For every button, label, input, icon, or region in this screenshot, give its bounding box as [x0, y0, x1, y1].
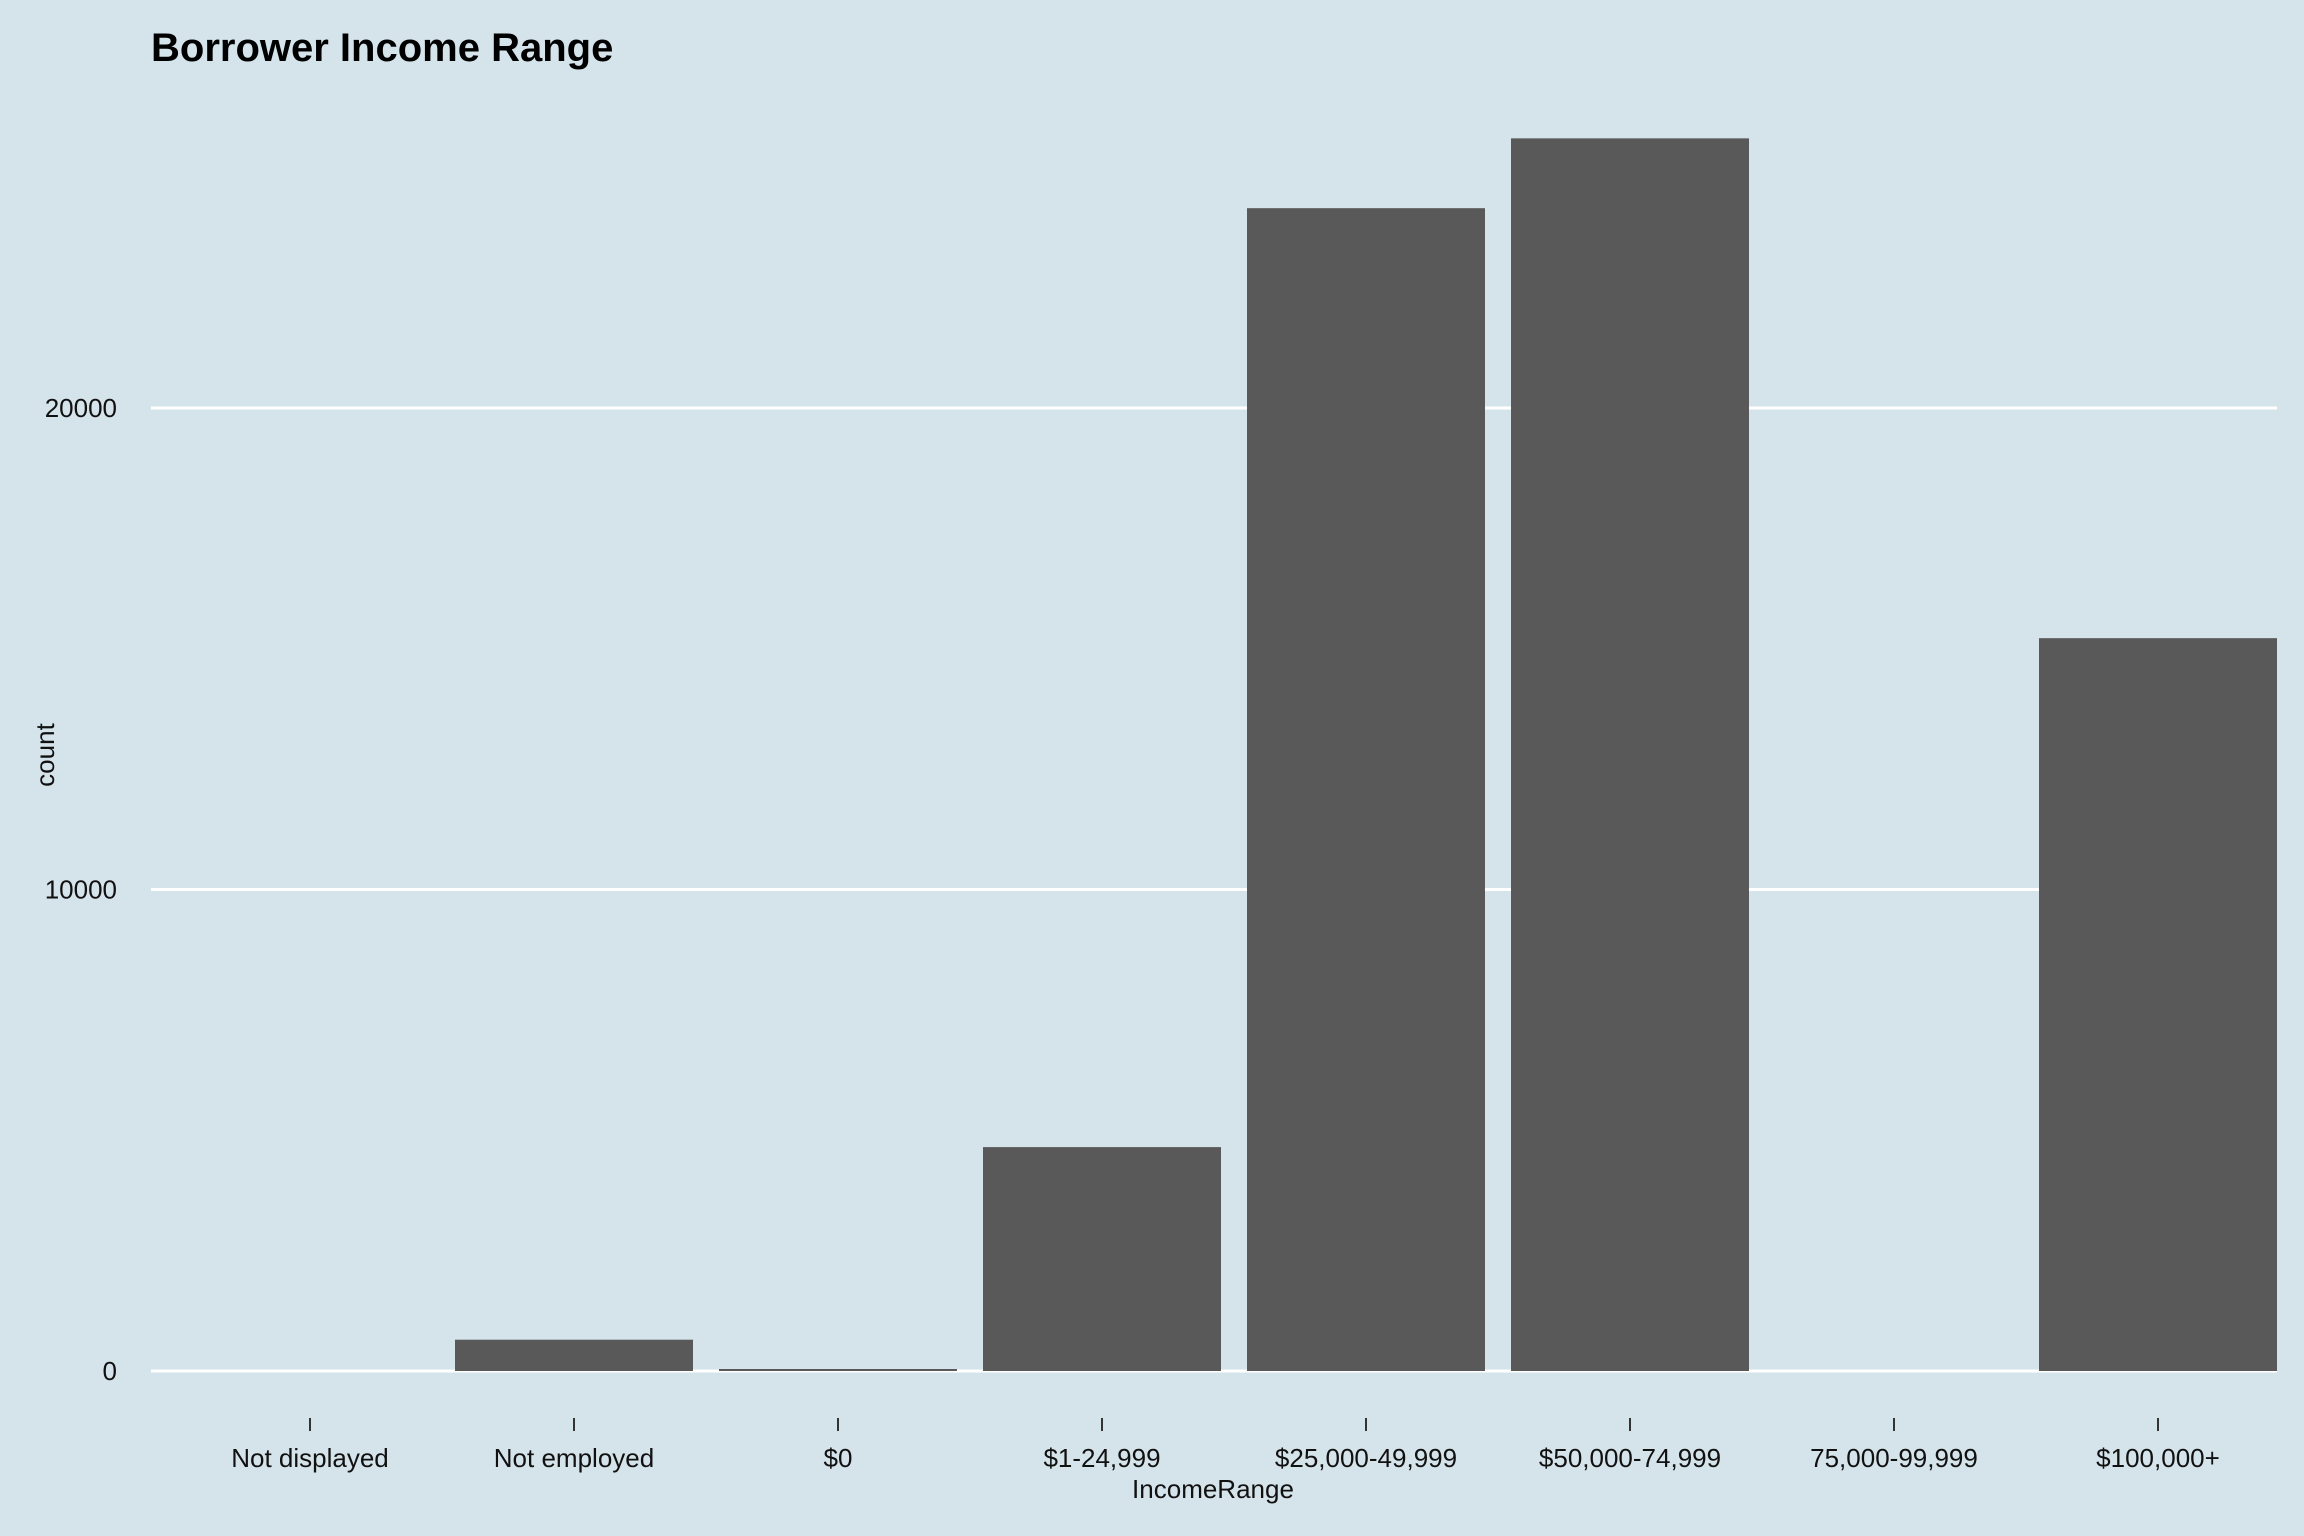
- bar: [455, 1339, 693, 1371]
- x-axis: Not displayed Not employed $0 $1-24,999 $25,…: [231, 1418, 2220, 1473]
- x-tick-label: 75,000-99,999: [1810, 1443, 1978, 1473]
- bars: [455, 138, 2277, 1372]
- y-tick-label: 10000: [45, 875, 117, 905]
- x-tick-label: Not employed: [494, 1443, 654, 1473]
- y-axis-title: count: [30, 722, 60, 786]
- y-tick-label: 0: [103, 1356, 117, 1386]
- bar: [1247, 208, 1485, 1372]
- bar: [2039, 638, 2277, 1371]
- bar: [719, 1369, 957, 1371]
- x-tick-label: $0: [824, 1443, 853, 1473]
- x-tick-label: $100,000+: [2096, 1443, 2220, 1473]
- bar: [1511, 138, 1749, 1372]
- chart-title: Borrower Income Range: [151, 26, 613, 70]
- bar: [983, 1147, 1221, 1371]
- y-axis: 0 10000 20000: [45, 393, 117, 1386]
- y-tick-label: 20000: [45, 393, 117, 423]
- x-tick-label: $25,000-49,999: [1275, 1443, 1457, 1473]
- x-tick-label: Not displayed: [231, 1443, 389, 1473]
- x-tick-label: $1-24,999: [1043, 1443, 1160, 1473]
- x-tick-label: $50,000-74,999: [1539, 1443, 1721, 1473]
- x-axis-title: IncomeRange: [1132, 1474, 1294, 1504]
